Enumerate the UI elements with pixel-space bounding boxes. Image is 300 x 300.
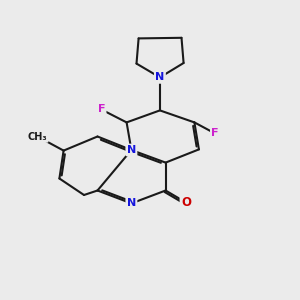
Text: F: F <box>211 128 219 139</box>
Text: N: N <box>155 72 164 82</box>
Text: N: N <box>127 198 136 208</box>
Text: O: O <box>181 196 191 209</box>
Text: CH₃: CH₃ <box>28 131 47 142</box>
Text: N: N <box>127 145 136 155</box>
Text: F: F <box>98 104 105 115</box>
